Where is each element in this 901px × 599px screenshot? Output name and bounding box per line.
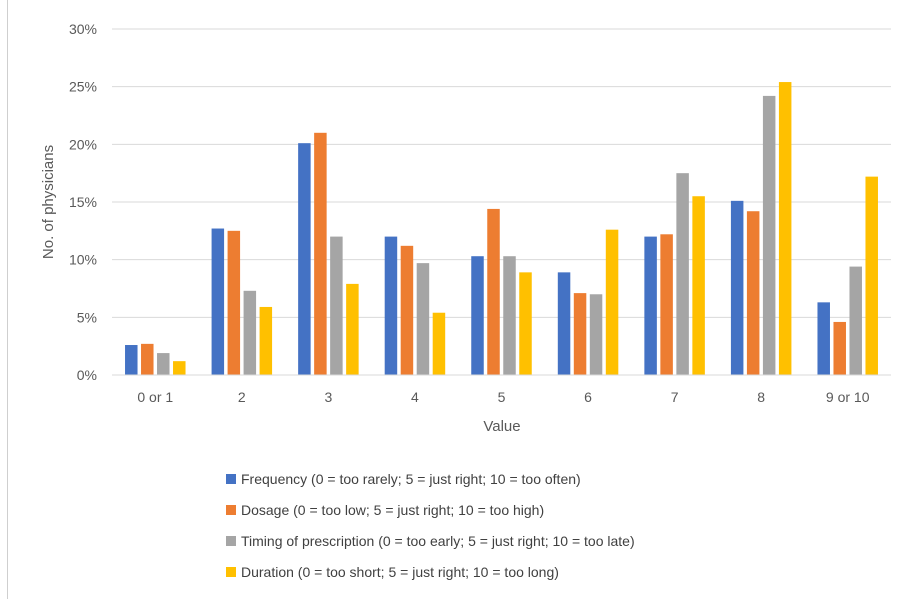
x-tick-label: 7 [671,389,679,405]
x-axis-ticks: 0 or 1 2 3 4 5 6 7 8 9 or 10 [137,389,869,405]
bar [227,230,241,375]
bar [330,236,343,375]
y-tick-label: 30% [69,21,97,37]
bar [660,234,673,375]
bar [849,266,862,375]
bar [692,196,705,375]
bar [211,228,225,375]
bar [778,82,792,375]
legend-label: Frequency (0 = too rarely; 5 = just righ… [241,471,581,487]
x-tick-label: 8 [757,389,765,405]
gridlines [112,28,891,318]
bar [557,272,571,375]
bar [141,343,154,375]
bar [503,256,516,375]
y-tick-label: 0% [77,367,97,383]
bar [346,283,359,375]
bar [746,211,760,375]
bar [762,95,776,375]
bar [314,132,327,375]
x-tick-label: 2 [238,389,246,405]
legend-label: Timing of prescription (0 = too early; 5… [241,533,635,549]
x-tick-label: 4 [411,389,419,405]
bar [730,200,744,375]
bar [471,256,484,375]
y-tick-label: 10% [69,252,97,268]
legend-swatch [226,474,236,484]
x-tick-label: 5 [498,389,506,405]
bar [173,361,186,375]
bar [157,353,170,375]
bar [432,312,446,375]
x-tick-label: 6 [584,389,592,405]
bar [259,306,273,375]
bar [400,245,414,375]
bar [573,293,587,375]
x-tick-label: 9 or 10 [826,389,870,405]
bar [416,263,430,375]
bar [243,290,257,375]
bars [125,82,878,375]
legend-swatch [226,567,236,577]
bar [519,272,532,375]
legend-label: Duration (0 = too short; 5 = just right;… [241,564,559,580]
bar [487,208,500,375]
bar [605,229,619,375]
y-axis-title: No. of physicians [40,145,57,259]
bar [833,321,846,375]
y-tick-label: 15% [69,194,97,210]
bar [676,173,689,375]
bar [384,236,398,375]
bar [865,176,878,375]
bar [298,143,311,375]
x-tick-label: 3 [324,389,332,405]
legend-swatch [226,536,236,546]
legend-label: Dosage (0 = too low; 5 = just right; 10 … [241,502,544,518]
bar [817,302,830,375]
frame-border [7,0,8,599]
y-tick-label: 5% [77,309,97,325]
bar [589,294,603,375]
x-axis-title: Value [483,418,520,435]
y-tick-label: 25% [69,79,97,95]
y-axis-ticks: 0% 5% 10% 15% 20% 25% 30% [69,21,97,383]
y-tick-label: 20% [69,136,97,152]
x-tick-label: 0 or 1 [137,389,173,405]
legend: Frequency (0 = too rarely; 5 = just righ… [226,471,635,580]
bar [125,345,138,375]
legend-swatch [226,505,236,515]
bar [644,236,657,375]
